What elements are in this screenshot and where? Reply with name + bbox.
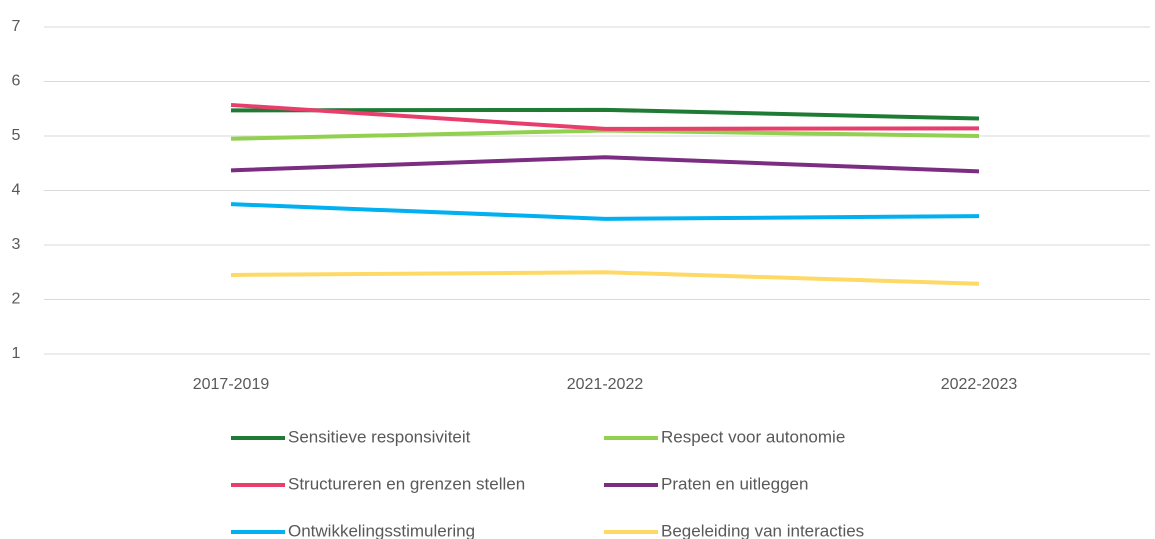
y-tick-label: 3 [12,236,21,253]
y-tick-label: 1 [12,345,21,362]
series-line [230,128,980,141]
legend-label: Sensitieve responsiviteit [288,427,471,446]
y-tick-label: 4 [12,182,21,199]
legend-label: Structureren en grenzen stellen [288,474,525,493]
legend-label: Begeleiding van interacties [661,521,864,539]
series-line [230,202,980,221]
y-tick-label: 6 [12,73,21,90]
series-line [230,107,980,121]
legend-label: Praten en uitleggen [661,474,808,493]
x-tick-label: 2022-2023 [941,376,1018,393]
series-line [230,155,980,174]
y-tick-label: 7 [12,18,21,35]
legend-label: Respect voor autonomie [661,427,845,446]
x-tick-label: 2021-2022 [567,376,644,393]
series-line [230,270,980,286]
y-tick-label: 5 [12,127,21,144]
series-line [230,102,980,131]
y-tick-label: 2 [12,291,21,308]
x-tick-label: 2017-2019 [193,376,270,393]
legend-label: Ontwikkelingsstimulering [288,521,475,539]
